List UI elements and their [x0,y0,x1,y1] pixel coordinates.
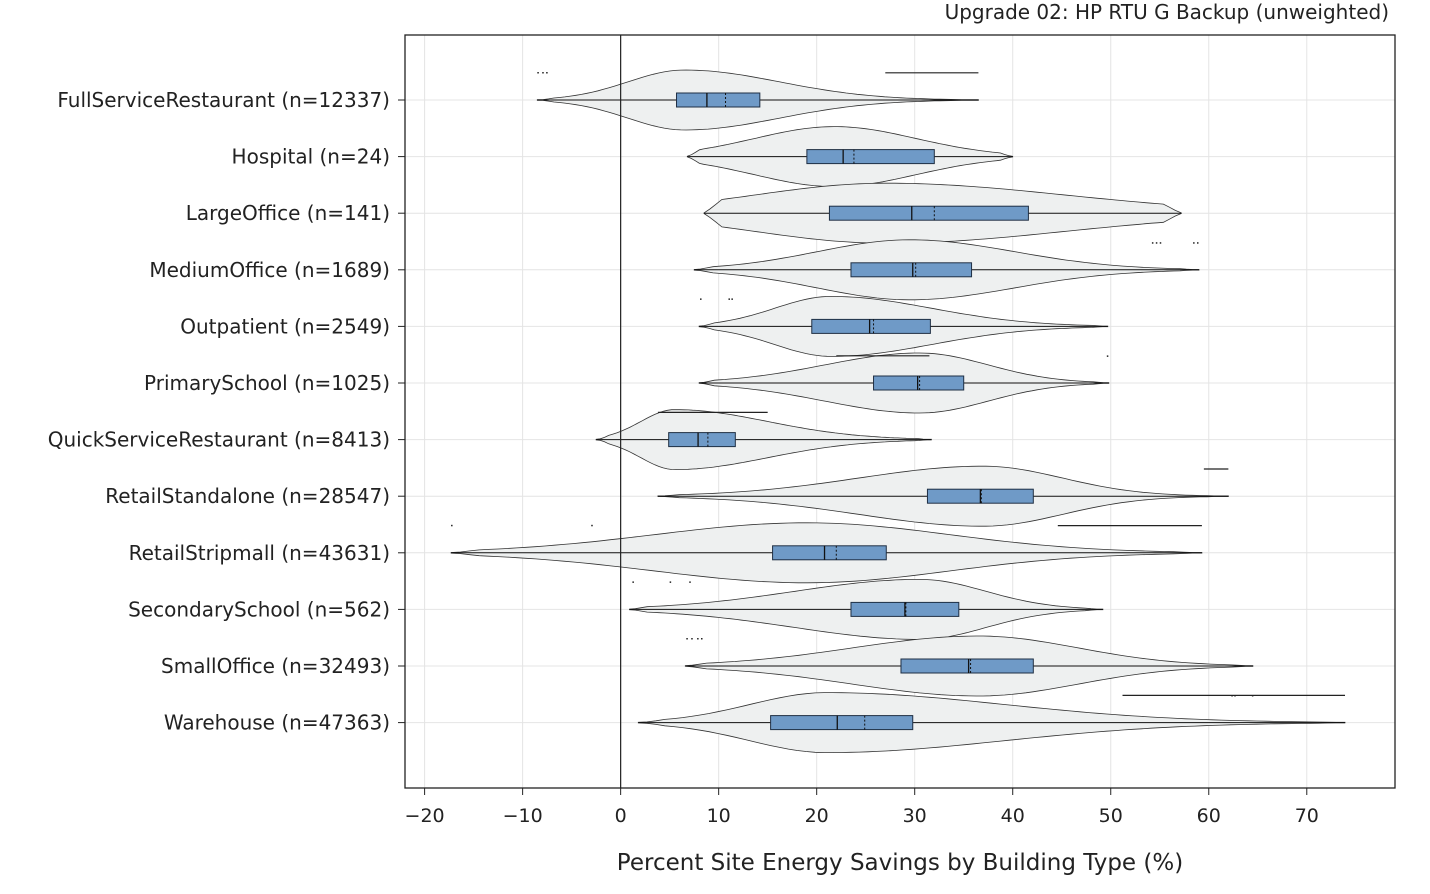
iqr-box [668,432,736,448]
outlier-point [701,638,703,640]
violin-group [657,465,1229,527]
outlier-point [691,638,693,640]
x-tick-label: 50 [1099,805,1123,827]
outlier-point [731,298,733,300]
violin-group [693,239,1200,301]
outlier-point [591,524,593,527]
y-axis-categories: FullServiceRestaurant (n=12337) Hospital … [48,88,405,735]
outlier-point [451,524,453,527]
violin-group [686,126,1014,187]
x-axis-label: Percent Site Energy Savings by Building … [617,850,1183,876]
outlier-point [546,72,548,74]
x-tick-label: 60 [1197,805,1221,827]
x-tick-label: −10 [503,805,543,827]
y-category-label: Warehouse (n=47363) [164,711,390,735]
x-tick-label: 10 [707,805,731,827]
y-category-label: RetailStandalone (n=28547) [105,484,390,508]
violins [450,69,1346,753]
outlier-point [1197,242,1199,244]
iqr-box [900,658,1034,674]
y-category-label: MediumOffice (n=1689) [149,258,390,282]
y-category-label: LargeOffice (n=141) [186,201,390,225]
outlier-point [537,72,539,74]
plot-frame [404,34,1396,789]
iqr-box [806,149,935,165]
x-tick-label: −20 [405,805,445,827]
x-tick-label: 40 [1001,805,1025,827]
y-category-label: FullServiceRestaurant (n=12337) [57,88,390,112]
iqr-box [811,318,931,334]
outlier-point [697,638,699,640]
violin-group [684,635,1254,697]
iqr-box [676,92,761,108]
iqr-box [850,262,973,278]
y-category-label: RetailStripmall (n=43631) [129,541,390,565]
outlier-markers [451,72,1346,697]
chart-title: Upgrade 02: HP RTU G Backup (unweighted) [945,0,1389,24]
violin-group [595,409,932,471]
x-tick-label: 0 [615,805,627,827]
x-tick-label: 30 [903,805,927,827]
outlier-point [1106,355,1109,357]
x-tick-label: 20 [805,805,829,827]
iqr-box [828,205,1029,221]
x-tick-label: 70 [1295,805,1319,827]
iqr-box [873,375,965,391]
violin-group [698,352,1110,414]
outlier-point [632,581,634,583]
y-category-label: SecondarySchool (n=562) [128,597,390,621]
outlier-point [728,298,730,300]
outlier-point [700,298,702,300]
violin-group [637,692,1346,753]
outlier-point [1155,242,1158,244]
y-category-label: SmallOffice (n=32493) [161,654,390,678]
violin-group [536,69,979,131]
outlier-point [686,638,688,640]
iqr-box [770,715,914,731]
outlier-point [1151,242,1154,244]
outlier-point [669,581,672,583]
outlier-point [1159,242,1162,244]
outlier-point [542,72,544,74]
violin-group [703,182,1182,244]
violin-group [698,296,1109,357]
iqr-box [772,545,887,561]
violin-group [450,522,1203,584]
outlier-point [1193,242,1195,244]
x-axis-ticks: −20 −10 0 10 20 30 40 50 60 70 [405,788,1319,827]
y-category-label: Hospital (n=24) [232,145,390,169]
outlier-point [689,581,691,583]
violin-group [629,579,1104,640]
y-category-label: Outpatient (n=2549) [180,314,390,338]
y-category-label: QuickServiceRestaurant (n=8413) [48,428,390,452]
y-category-label: PrimarySchool (n=1025) [144,371,390,395]
